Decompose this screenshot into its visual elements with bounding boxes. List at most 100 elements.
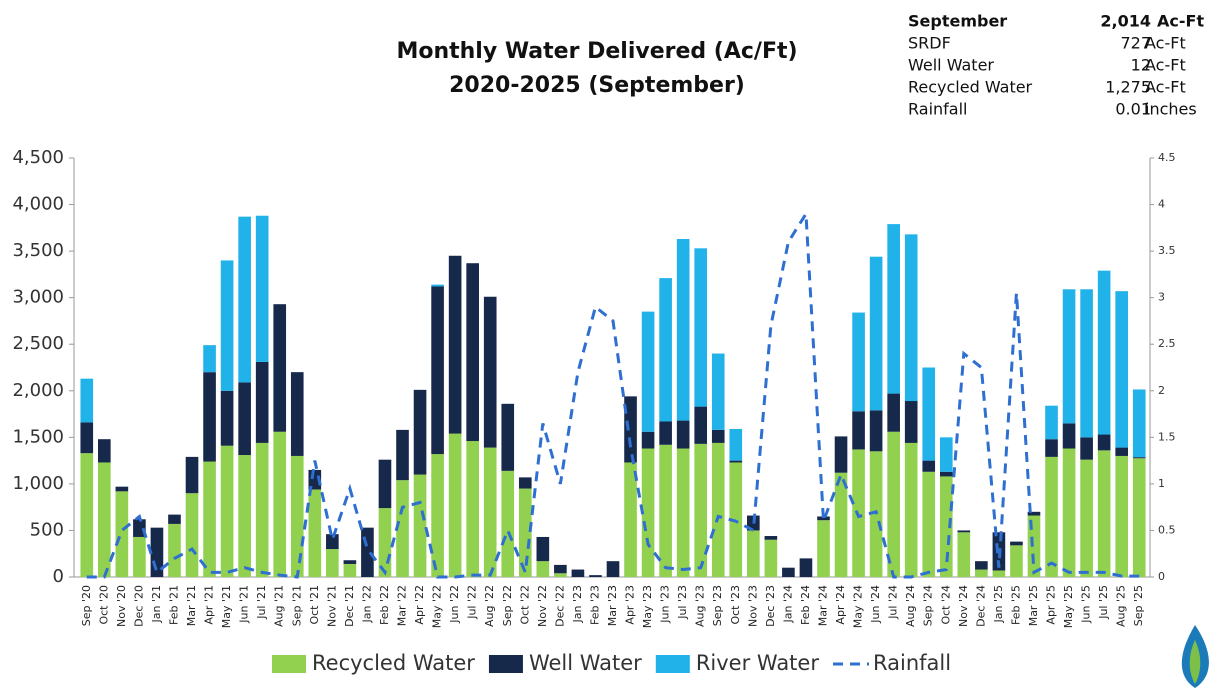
bar-segment xyxy=(413,474,427,577)
bar-segment xyxy=(185,493,199,577)
x-tick-label: Sep '25 xyxy=(1132,585,1145,626)
bar-segment xyxy=(1115,447,1129,456)
x-tick-label: Apr '24 xyxy=(834,585,847,625)
x-tick-label: Dec '24 xyxy=(974,585,987,627)
bar-segment xyxy=(887,224,900,394)
x-tick-label: May '21 xyxy=(220,585,233,628)
bar-segment xyxy=(1115,291,1129,448)
bar-segment xyxy=(220,390,234,446)
x-tick-label: Aug '25 xyxy=(1115,585,1128,627)
bar-segment xyxy=(220,260,234,391)
bar-segment xyxy=(1045,439,1058,457)
x-tick-label: Jun '25 xyxy=(1080,585,1093,624)
bar-segment xyxy=(887,393,900,432)
bar-segment xyxy=(255,361,269,443)
bar-segment xyxy=(1045,405,1058,440)
bar-segment xyxy=(957,530,971,533)
bar-segment xyxy=(711,442,725,577)
summary-label: SRDF xyxy=(908,34,951,53)
chart-subtitle: 2020-2025 (September) xyxy=(449,73,745,98)
y2-tick-label: 2.5 xyxy=(1158,337,1176,350)
bar-segment xyxy=(396,480,409,577)
bar-segment xyxy=(255,215,269,362)
x-tick-label: Aug '24 xyxy=(904,585,917,627)
bar-segment xyxy=(782,567,795,577)
x-tick-label: Dec '22 xyxy=(553,585,566,627)
summary-value: 12 xyxy=(1131,56,1151,75)
bar-segment xyxy=(361,527,374,577)
x-tick-label: Feb '22 xyxy=(378,585,391,625)
x-tick-label: Sep '21 xyxy=(290,585,303,626)
summary-value: 2,014 xyxy=(1100,12,1151,31)
x-tick-label: Jul '25 xyxy=(1097,585,1110,620)
bar-segment xyxy=(711,429,725,443)
bar-segment xyxy=(431,286,444,455)
x-tick-label: Sep '23 xyxy=(711,585,724,626)
bar-segment xyxy=(238,382,251,456)
bar-segment xyxy=(185,456,199,494)
bar-segment xyxy=(203,461,216,577)
bar-segment xyxy=(483,296,497,448)
bar-segment xyxy=(115,486,129,492)
bar-segment xyxy=(238,216,251,383)
summary-value: 1,275 xyxy=(1105,78,1151,97)
bar-segment xyxy=(606,561,620,577)
y-tick-label: 0 xyxy=(53,566,64,587)
bar-segment xyxy=(975,569,988,577)
y2-tick-label: 0 xyxy=(1158,570,1165,583)
bar-segment xyxy=(396,429,409,481)
bar-segment xyxy=(641,431,655,449)
x-tick-label: Oct '23 xyxy=(729,585,742,625)
bar-segment xyxy=(887,431,900,577)
bar-segment xyxy=(834,436,848,473)
bar-segment xyxy=(536,561,550,577)
bar-segment xyxy=(1062,448,1076,577)
bar-segment xyxy=(992,570,1006,577)
x-tick-label: Oct '22 xyxy=(518,585,531,625)
x-tick-label: Sep '24 xyxy=(922,585,935,626)
legend-label: Well Water xyxy=(529,651,642,675)
x-tick-label: Dec '23 xyxy=(764,585,777,627)
y-tick-label: 3,500 xyxy=(12,240,64,261)
bar-segment xyxy=(1097,270,1111,435)
legend-swatch xyxy=(272,655,306,673)
bar-segment xyxy=(869,256,883,411)
legend-label: Recycled Water xyxy=(312,651,475,675)
x-tick-label: Apr '21 xyxy=(203,585,216,625)
bar-segment xyxy=(589,575,602,577)
bar-segment xyxy=(326,549,339,577)
x-tick-label: Nov '23 xyxy=(746,585,759,627)
rainfall-line xyxy=(86,209,1140,579)
x-tick-label: Aug '22 xyxy=(483,585,496,627)
bar-segment xyxy=(80,422,94,454)
x-tick-label: Mar '21 xyxy=(185,585,198,626)
y2-tick-label: 3.5 xyxy=(1158,244,1176,257)
bar-segment xyxy=(554,573,567,577)
bar-segment xyxy=(448,433,462,577)
bar-segment xyxy=(711,353,725,430)
bar-segment xyxy=(1097,434,1111,451)
y2-tick-label: 2 xyxy=(1158,384,1165,397)
y-tick-label: 2,500 xyxy=(12,333,64,354)
x-tick-label: Jun '24 xyxy=(869,585,882,624)
x-tick-label: May '25 xyxy=(1062,585,1075,628)
bar-segment xyxy=(133,536,146,577)
logo xyxy=(1181,625,1209,688)
x-tick-label: Oct '24 xyxy=(939,585,952,625)
y-tick-label: 3,000 xyxy=(12,287,64,308)
x-tick-label: Jan '21 xyxy=(150,585,163,623)
x-tick-label: Dec '20 xyxy=(132,585,145,627)
bar-segment xyxy=(290,455,304,577)
summary-value: 0.01 xyxy=(1115,100,1151,119)
x-tick-label: Mar '24 xyxy=(816,585,829,626)
bar-segment xyxy=(624,396,637,463)
bar-segment xyxy=(764,536,778,540)
bar-segment xyxy=(817,520,830,577)
x-tick-label: Jan '25 xyxy=(992,585,1005,623)
x-tick-label: Sep '20 xyxy=(80,585,93,626)
bar-segment xyxy=(694,443,708,577)
x-tick-label: Nov '20 xyxy=(115,585,128,627)
x-tick-label: Feb '24 xyxy=(799,585,812,625)
bar-segment xyxy=(852,312,865,412)
bar-segment xyxy=(624,462,637,577)
